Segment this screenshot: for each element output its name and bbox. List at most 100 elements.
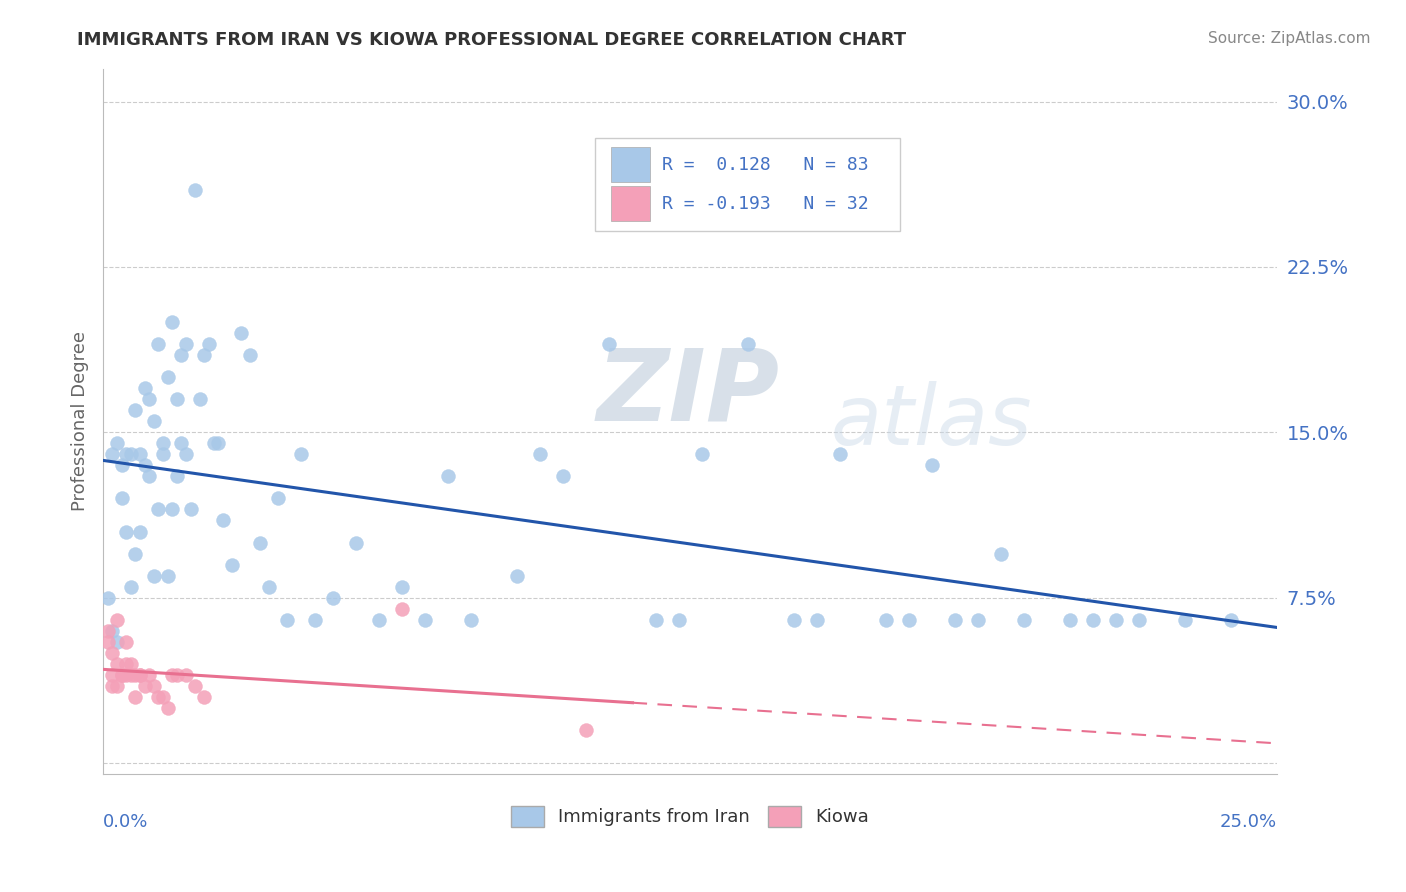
Point [124,668,146,682]
Point [202,436,225,450]
Point [174,337,197,351]
Point [193,348,215,362]
Point [737,337,759,351]
Point [344,535,367,549]
Text: IMMIGRANTS FROM IRAN VS KIOWA PROFESSIONAL DEGREE CORRELATION CHART: IMMIGRANTS FROM IRAN VS KIOWA PROFESSION… [77,31,907,49]
Point [115,657,138,671]
Point [129,447,152,461]
Point [249,535,271,549]
Point [506,568,529,582]
Point [875,613,897,627]
Point [148,502,170,516]
Point [120,447,142,461]
Point [142,679,165,693]
Point [152,690,174,704]
Point [290,447,312,461]
Point [101,447,124,461]
Point [806,613,828,627]
Point [529,447,551,461]
Point [553,469,575,483]
Point [211,513,233,527]
Point [943,613,966,627]
Point [120,668,142,682]
Point [239,348,262,362]
Point [193,690,215,704]
Text: Source: ZipAtlas.com: Source: ZipAtlas.com [1208,31,1371,46]
Point [184,679,207,693]
Point [1059,613,1081,627]
Point [101,668,124,682]
Point [160,502,183,516]
Point [166,668,188,682]
Point [1219,613,1241,627]
Point [105,657,128,671]
Point [110,458,132,473]
Point [97,624,120,638]
Point [110,668,132,682]
Point [276,613,298,627]
Point [1105,613,1128,627]
Point [174,447,197,461]
Point [156,568,179,582]
Point [115,524,138,539]
Point [129,668,152,682]
Point [170,348,193,362]
Point [152,436,174,450]
Point [110,491,132,506]
Point [97,634,120,648]
Point [129,524,152,539]
Point [160,315,183,329]
Point [160,668,183,682]
Point [897,613,920,627]
Legend: Immigrants from Iran, Kiowa: Immigrants from Iran, Kiowa [505,798,876,834]
Text: R =  0.128   N = 83: R = 0.128 N = 83 [662,156,869,174]
Point [134,679,156,693]
Point [184,183,207,197]
Point [138,668,160,682]
Point [180,502,202,516]
Point [174,668,197,682]
Point [170,436,193,450]
Point [668,613,690,627]
Point [142,414,165,428]
Point [101,679,124,693]
Point [391,580,413,594]
Point [391,601,413,615]
Point [152,447,174,461]
Point [304,613,326,627]
Point [97,591,120,605]
Text: 25.0%: 25.0% [1220,813,1277,830]
Point [1174,613,1197,627]
Point [166,469,188,483]
Point [105,634,128,648]
Point [1128,613,1150,627]
Point [188,392,211,407]
Point [115,447,138,461]
Point [138,469,160,483]
Point [828,447,851,461]
Point [231,326,253,340]
Point [148,337,170,351]
Y-axis label: Professional Degree: Professional Degree [72,331,89,511]
Point [105,436,128,450]
Point [690,447,713,461]
Point [120,580,142,594]
Point [257,580,280,594]
Point [782,613,804,627]
Point [198,337,221,351]
Point [644,613,666,627]
Point [124,403,146,417]
Point [437,469,460,483]
Point [120,657,142,671]
Point [134,458,156,473]
Point [415,613,437,627]
Point [322,591,344,605]
Point [460,613,482,627]
Point [115,668,138,682]
Point [101,646,124,660]
Point [966,613,988,627]
Point [101,624,124,638]
Point [221,558,243,572]
Point [207,436,229,450]
Point [921,458,943,473]
